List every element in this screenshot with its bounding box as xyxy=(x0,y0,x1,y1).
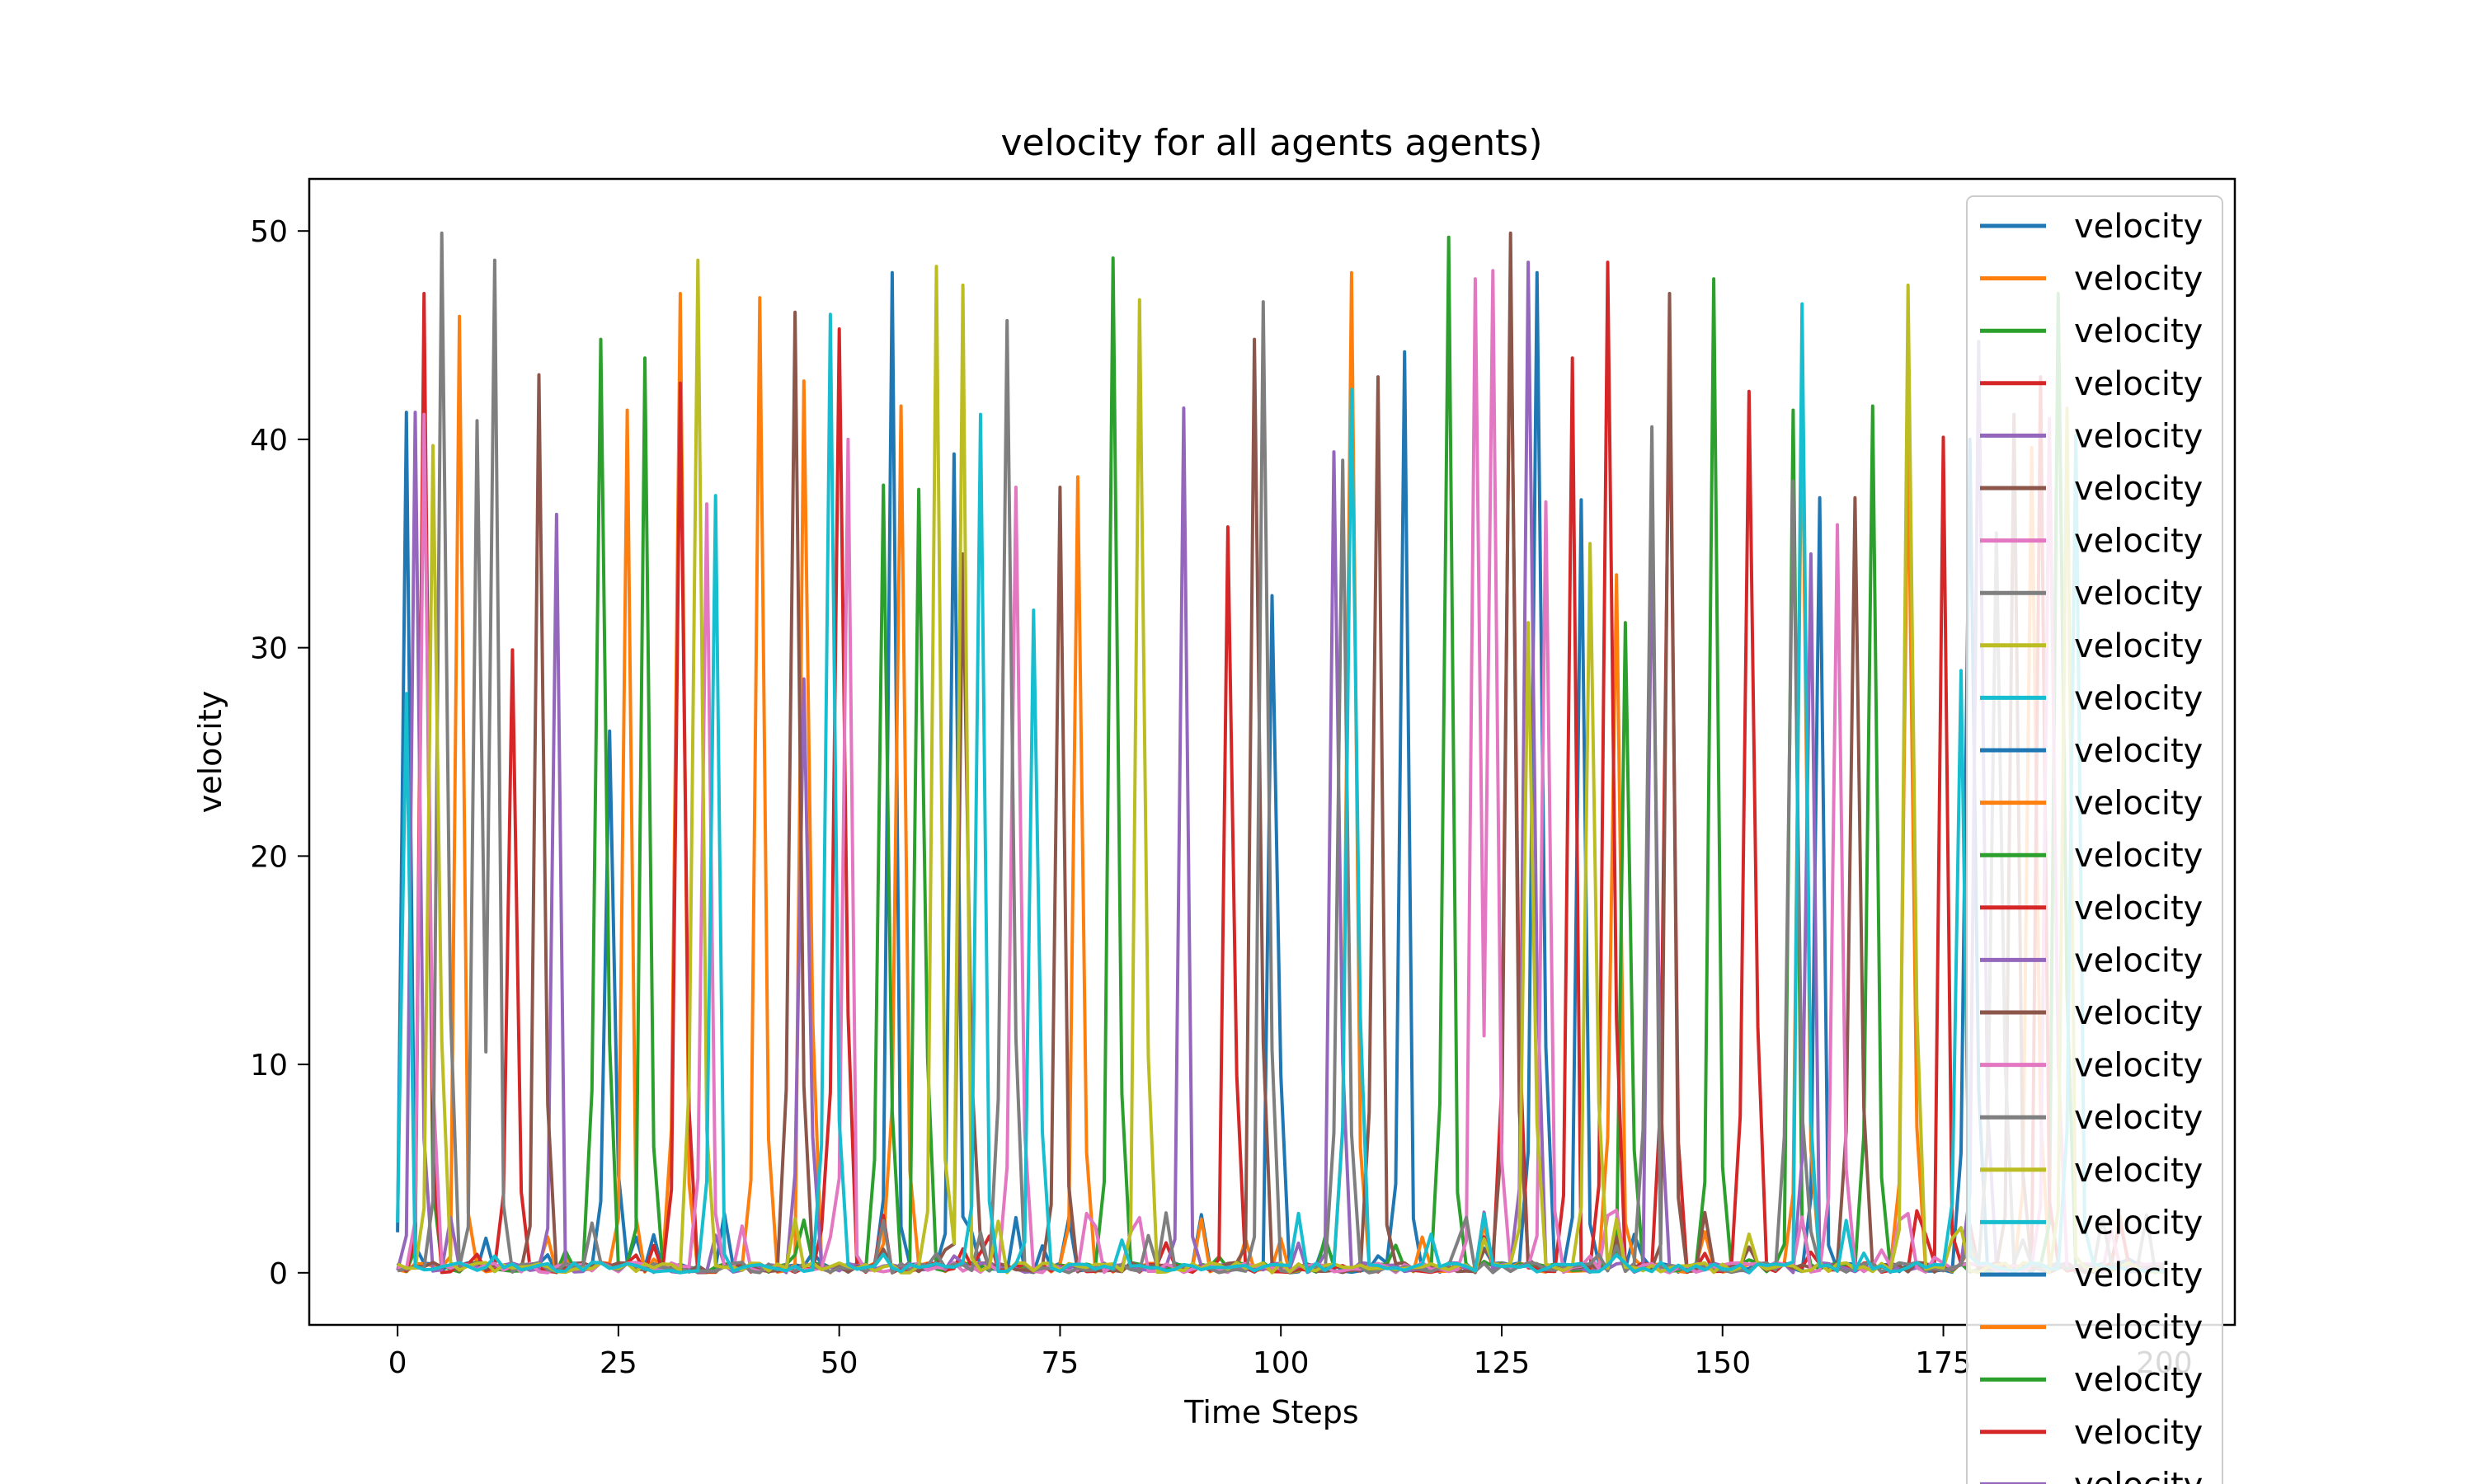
chart-title: velocity for all agents agents) xyxy=(1000,122,1542,164)
legend-label: velocity xyxy=(2074,261,2203,298)
series-line-10 xyxy=(396,302,2165,1275)
legend-label: velocity xyxy=(2074,1204,2203,1242)
series-line-9 xyxy=(397,258,2165,1275)
legend-label: velocity xyxy=(2074,1361,2203,1399)
legend-label: velocity xyxy=(2074,890,2203,928)
x-tick-label: 100 xyxy=(1253,1346,1310,1380)
legend-label: velocity xyxy=(2074,732,2203,770)
legend-label: velocity xyxy=(2074,837,2203,875)
legend-label: velocity xyxy=(2074,679,2203,717)
x-tick-label: 25 xyxy=(600,1346,637,1380)
legend-label: velocity xyxy=(2074,1256,2203,1294)
series-layer xyxy=(396,231,2166,1275)
y-tick-label: 10 xyxy=(250,1049,288,1082)
legend-label: velocity xyxy=(2074,785,2203,823)
y-tick-label: 50 xyxy=(250,215,288,249)
legend-box xyxy=(1966,195,2223,1484)
x-tick-label: 175 xyxy=(1915,1346,1972,1380)
x-tick-label: 75 xyxy=(1042,1346,1079,1380)
y-axis-label: velocity xyxy=(192,691,228,814)
legend-label: velocity xyxy=(2074,523,2203,561)
x-axis-label: Time Steps xyxy=(1183,1394,1358,1430)
x-tick-label: 150 xyxy=(1694,1346,1751,1380)
legend-label: velocity xyxy=(2074,208,2203,246)
plot-frame xyxy=(308,177,2236,1327)
legend-label: velocity xyxy=(2074,942,2203,979)
legend-label: velocity xyxy=(2074,365,2203,403)
legend-label: velocity xyxy=(2074,1047,2203,1085)
x-tick-label: 125 xyxy=(1474,1346,1531,1380)
y-tick-label: 0 xyxy=(269,1257,288,1291)
legend-label: velocity xyxy=(2074,1466,2203,1484)
legend-label: velocity xyxy=(2074,627,2203,665)
y-tick-label: 40 xyxy=(250,424,288,458)
legend-label: velocity xyxy=(2074,1414,2203,1452)
y-axis: 0 10 20 30 40 50 xyxy=(250,215,309,1291)
legend-label: velocity xyxy=(2074,575,2203,613)
legend-label: velocity xyxy=(2074,312,2203,350)
legend-label: velocity xyxy=(2074,1152,2203,1190)
legend-label: velocity xyxy=(2074,417,2203,455)
y-tick-label: 20 xyxy=(250,840,288,874)
x-tick-label: 50 xyxy=(821,1346,858,1380)
legend-label: velocity xyxy=(2074,1309,2203,1347)
legend: velocity velocity velocity velocity velocity… xyxy=(1966,195,2223,1484)
y-tick-label: 30 xyxy=(250,632,288,666)
legend-label: velocity xyxy=(2074,994,2203,1032)
x-tick-label: 0 xyxy=(388,1346,407,1380)
legend-label: velocity xyxy=(2074,1099,2203,1137)
legend-label: velocity xyxy=(2074,470,2203,508)
